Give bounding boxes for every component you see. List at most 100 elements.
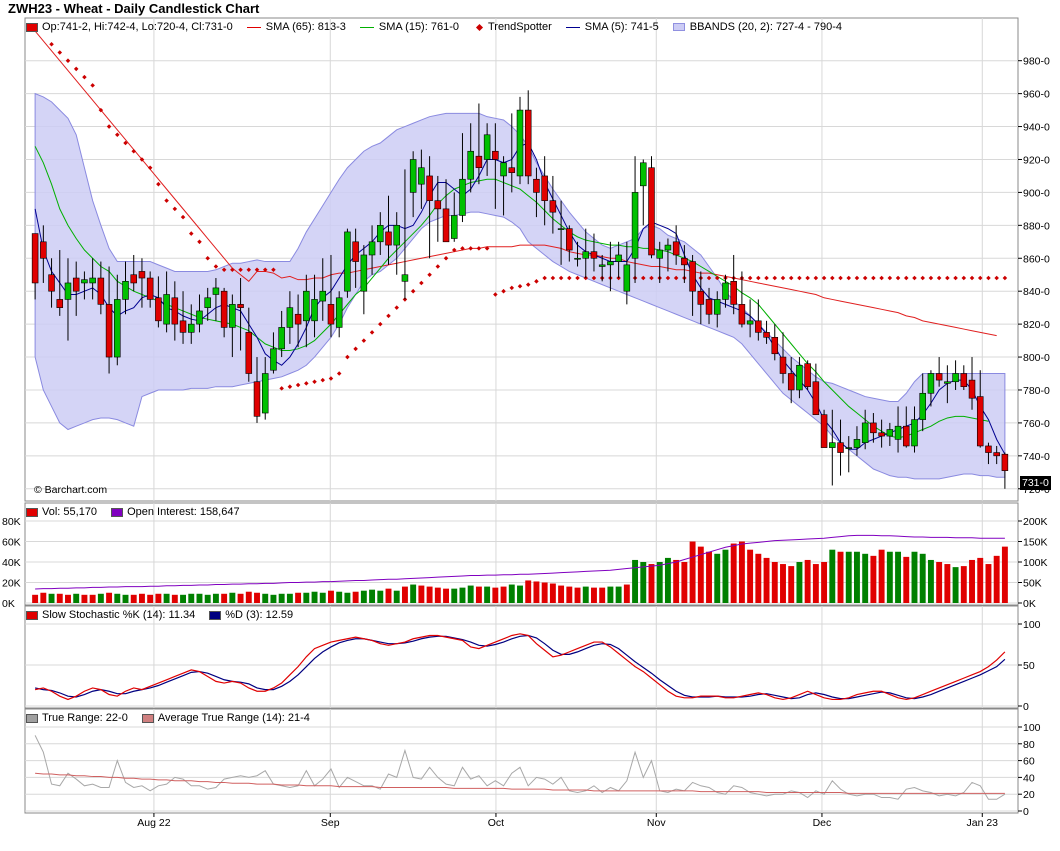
volume-bar — [919, 553, 926, 603]
volume-bar — [163, 593, 170, 603]
trendspotter-dot — [805, 275, 810, 281]
volume-bar — [229, 592, 236, 603]
volume-bar — [122, 594, 129, 603]
legend-swatch — [141, 713, 154, 723]
price-legend: Op:741-2, Hi:742-4, Lo:720-4, Cl:731-0 SM… — [26, 19, 856, 35]
legend-label: BBANDS (20, 2): 727-4 - 790-4 — [689, 21, 842, 33]
legend-swatch — [26, 610, 38, 620]
candle-body — [927, 373, 935, 394]
volume-bar — [969, 559, 975, 603]
candle-body — [985, 445, 992, 453]
trendspotter-dot — [435, 264, 441, 269]
volume-bar — [237, 593, 244, 603]
candle-body — [229, 304, 236, 328]
trendspotter-dot — [82, 74, 87, 80]
trendspotter-dot — [336, 371, 342, 376]
volume-bar — [492, 587, 499, 603]
y-tick-label: 100 — [1023, 722, 1041, 734]
volume-bar — [812, 564, 819, 603]
volume-bar — [278, 593, 285, 603]
volume-bar — [623, 584, 630, 603]
candle-body — [401, 274, 409, 282]
legend-label: SMA (5): 741-5 — [584, 21, 659, 33]
volume-bar — [212, 593, 219, 603]
trendspotter-dot — [279, 386, 284, 391]
candle-body — [870, 422, 877, 434]
trendspotter-dot — [821, 275, 827, 281]
volume-bar — [895, 551, 902, 603]
y-tick-label-right: 150K — [1023, 537, 1048, 549]
trendspotter-dot — [534, 279, 539, 284]
y-tick-label: 60 — [1023, 756, 1035, 768]
x-tick-label: Nov — [647, 817, 666, 829]
volume-bar — [328, 590, 334, 603]
volume-bar — [73, 593, 80, 603]
watermark: © Barchart.com — [34, 484, 107, 496]
trendspotter-dot — [345, 354, 350, 360]
candle-body — [755, 320, 762, 333]
candle-body — [837, 442, 844, 453]
panel-frame-stoch — [24, 605, 1019, 709]
volume-bar — [952, 567, 959, 603]
legend-line-swatch — [565, 26, 580, 28]
trendspotter-dot — [98, 107, 104, 113]
trendspotter-dot — [936, 275, 942, 281]
trendspotter-dot — [106, 124, 112, 129]
legend-label: True Range: 22-0 — [42, 712, 128, 724]
candle-body — [853, 439, 861, 448]
candle-body — [261, 373, 269, 414]
trendspotter-dot — [830, 275, 835, 281]
legend-label: Average True Range (14): 21-4 — [157, 712, 310, 724]
volume-bar — [319, 592, 326, 603]
y-tick-label-right: 0K — [1023, 598, 1036, 610]
candle-body — [557, 228, 565, 230]
candle-body — [787, 373, 795, 391]
volume-bar — [508, 584, 515, 603]
candle-body — [500, 162, 507, 177]
x-tick-label: Sep — [321, 817, 340, 829]
volume-bar — [352, 591, 359, 603]
trendspotter-dot — [386, 313, 391, 319]
legend-label: %D (3): 12.59 — [225, 609, 294, 621]
trendspotter-dot — [312, 379, 317, 385]
candle-body — [335, 297, 343, 328]
trendspotter-dot — [673, 275, 679, 281]
volume-bar — [336, 591, 343, 603]
y-tick-label-right: 200K — [1023, 516, 1048, 528]
candle-body — [549, 200, 557, 213]
volume-bar — [755, 553, 762, 603]
trendspotter-dot — [115, 132, 120, 138]
candle-body — [385, 231, 392, 246]
volume-bar — [829, 549, 836, 603]
trendspotter-dot — [304, 381, 309, 386]
volume-bar — [656, 562, 663, 603]
trendspotter-dot — [797, 275, 802, 281]
candle-body — [763, 332, 770, 338]
candle-body — [418, 167, 425, 185]
volume-bar — [878, 549, 885, 603]
y-tick-label: 100 — [1023, 619, 1041, 631]
candle-body — [344, 231, 351, 292]
volume-bar — [81, 594, 88, 603]
volume-bar — [180, 594, 187, 603]
candle-body — [886, 429, 894, 437]
candle-body — [303, 290, 310, 322]
candle-body — [72, 277, 80, 292]
candle-body — [1001, 453, 1009, 471]
candle-body — [730, 281, 737, 305]
stochastic-legend: Slow Stochastic %K (14): 11.34 %D (3): 12… — [26, 607, 307, 623]
trendspotter-dot — [213, 264, 219, 269]
legend-label: SMA (65): 813-3 — [265, 21, 346, 33]
candle-body — [475, 155, 483, 169]
volume-bar — [97, 593, 104, 603]
y-tick-label: 40 — [1023, 772, 1035, 784]
y-tick-label-left: 80K — [2, 516, 21, 528]
trendspotter-dot — [879, 275, 884, 281]
trendspotter-dot — [221, 267, 227, 273]
trendspotter-dot — [764, 275, 769, 281]
trendspotter-dot — [57, 50, 63, 55]
volume-bar — [911, 551, 918, 603]
trendspotter-dot — [525, 282, 531, 287]
volume-bar — [845, 551, 852, 603]
volume-bar — [286, 593, 293, 603]
